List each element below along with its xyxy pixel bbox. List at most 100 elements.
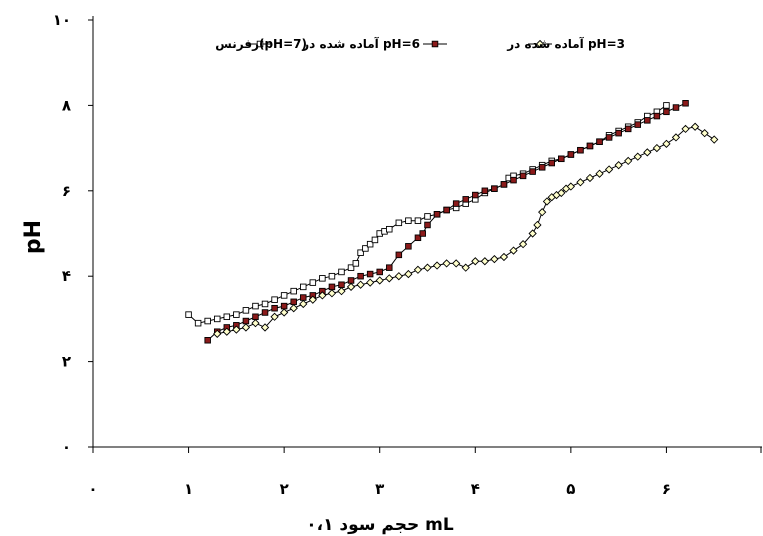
data-point	[624, 156, 633, 166]
data-point	[586, 142, 594, 150]
data-point	[423, 263, 432, 272]
data-point	[394, 272, 403, 281]
data-point	[395, 219, 403, 227]
data-point	[452, 259, 461, 268]
data-point	[386, 225, 393, 233]
data-point	[346, 282, 356, 292]
data-point	[443, 206, 450, 214]
data-point	[357, 272, 364, 280]
data-point	[299, 299, 308, 309]
y-tick-label: ۶	[62, 182, 71, 200]
data-point	[538, 208, 547, 217]
x-axis-ticks: ۰ ۱ ۲ ۳ ۴ ۵ ۶	[88, 447, 762, 498]
data-point	[576, 178, 585, 187]
data-point	[376, 268, 383, 276]
x-tick-label: ۳	[375, 480, 384, 498]
chart-axes	[92, 16, 762, 448]
x-axis-label: حجم سود ۰،۱ mL	[306, 515, 454, 535]
data-point	[490, 254, 499, 264]
x-tick-label: ۲	[280, 480, 289, 498]
data-point	[371, 236, 379, 244]
data-point	[432, 261, 442, 270]
data-point	[185, 311, 192, 318]
data-point	[252, 302, 259, 310]
data-point	[577, 146, 584, 154]
data-point	[643, 148, 652, 157]
data-point	[327, 289, 337, 298]
data-point	[300, 294, 307, 301]
data-point	[251, 319, 260, 328]
data-point	[624, 125, 632, 133]
data-point	[596, 138, 603, 145]
data-point	[204, 317, 211, 325]
data-point	[690, 122, 700, 131]
data-point	[566, 182, 575, 191]
data-point	[528, 229, 537, 238]
data-point	[700, 129, 709, 138]
data-point	[419, 230, 426, 237]
data-point	[213, 315, 221, 323]
data-point	[309, 279, 317, 286]
y-tick-label: ۴	[62, 267, 71, 285]
data-point	[681, 124, 690, 134]
data-point	[472, 191, 479, 199]
data-point	[347, 264, 355, 271]
legend-marker	[256, 40, 264, 48]
data-point	[357, 249, 364, 256]
data-point	[529, 168, 536, 175]
data-point	[252, 313, 259, 321]
data-point	[480, 257, 489, 266]
data-point	[633, 152, 642, 161]
data-point	[605, 134, 613, 141]
data-point	[338, 281, 345, 288]
data-point	[260, 323, 270, 332]
data-point	[356, 280, 365, 289]
data-point	[604, 165, 614, 174]
data-point	[557, 188, 566, 198]
y-tick-label: ۰	[62, 438, 71, 456]
data-point	[499, 252, 509, 262]
data-point	[290, 287, 297, 295]
data-point	[671, 133, 681, 142]
data-point	[663, 102, 670, 109]
legend-label: آماده شده در pH=3	[506, 36, 625, 51]
data-point	[424, 221, 431, 229]
data-point	[271, 304, 278, 312]
data-point	[567, 151, 575, 158]
data-point	[538, 164, 546, 171]
series-line	[207, 102, 686, 341]
data-point	[462, 196, 469, 203]
data-point	[682, 100, 689, 107]
data-point	[672, 104, 680, 111]
data-point	[261, 300, 269, 308]
data-point	[290, 298, 297, 306]
data-point	[405, 217, 412, 224]
x-tick-label: ۵	[566, 480, 575, 498]
data-point	[319, 275, 326, 282]
data-point	[653, 112, 661, 120]
data-point	[481, 187, 489, 195]
data-point	[652, 143, 662, 153]
data-point	[509, 246, 518, 255]
legend-label: رفرنس(pH=7)	[215, 37, 307, 51]
data-point	[542, 197, 552, 206]
data-point	[352, 260, 360, 267]
data-point	[405, 243, 412, 250]
data-point	[242, 317, 250, 325]
data-point	[328, 283, 336, 291]
data-point	[362, 245, 369, 252]
data-point	[375, 276, 384, 285]
data-point	[634, 121, 642, 128]
data-point	[452, 200, 460, 207]
legend-label: آماده شده در pH=6	[301, 36, 420, 51]
data-point	[519, 172, 527, 180]
series-points	[185, 100, 719, 344]
data-point	[232, 325, 241, 334]
data-point	[424, 213, 431, 220]
data-point	[615, 129, 622, 137]
y-axis-ticks: ۰ ۲ ۴ ۶ ۸ ۱۰	[53, 11, 93, 456]
data-point	[280, 292, 288, 299]
data-point	[261, 309, 269, 316]
data-point	[548, 159, 555, 167]
data-point	[663, 108, 670, 116]
